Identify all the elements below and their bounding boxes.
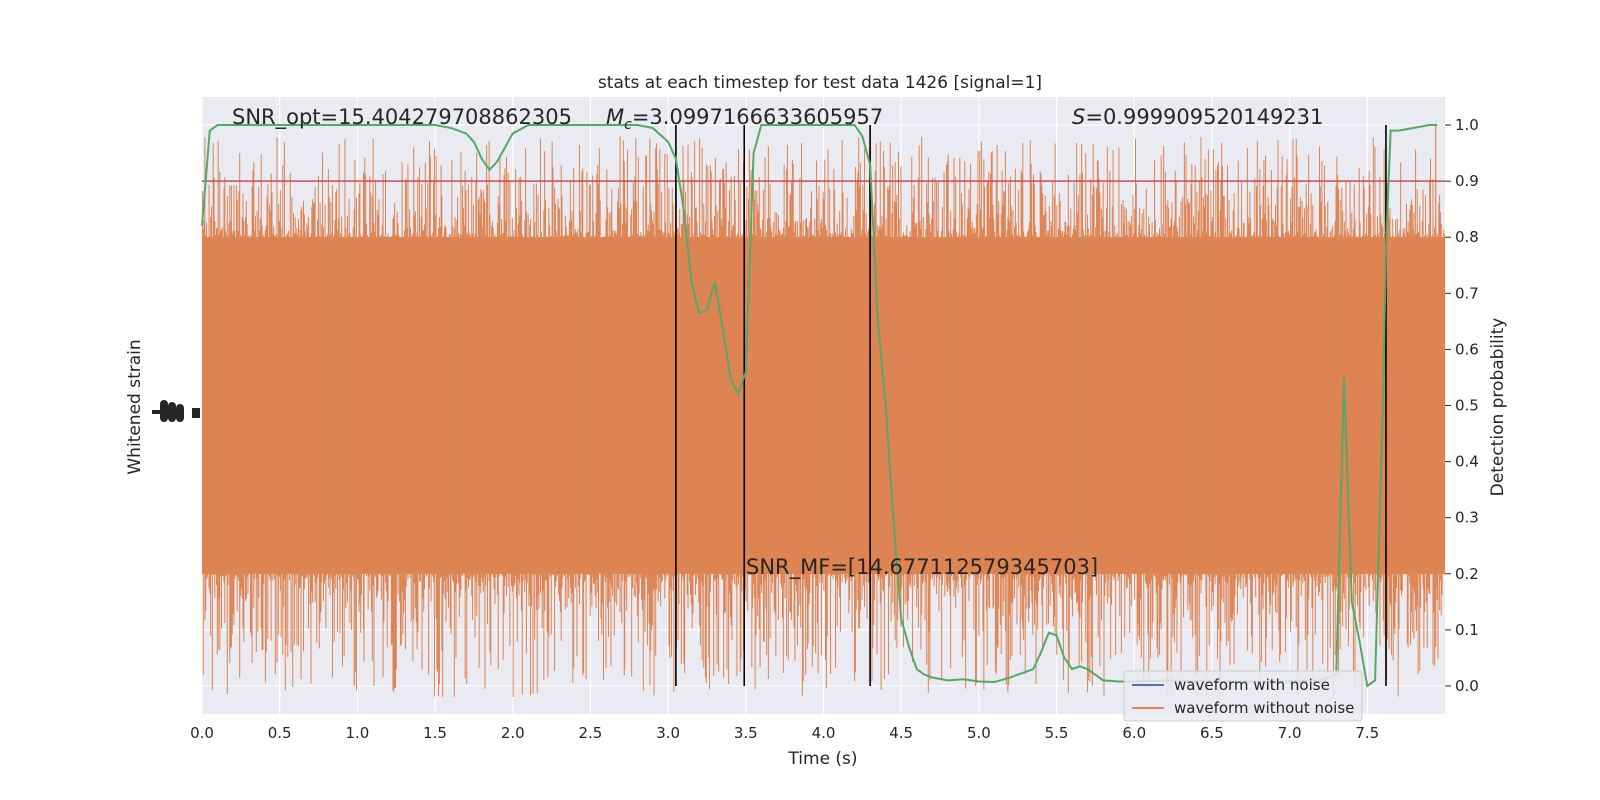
- x-tick-label: 5.0: [967, 724, 991, 742]
- legend-label-noise: waveform with noise: [1174, 676, 1330, 694]
- y-axis-right-label: Detection probability: [1488, 318, 1508, 497]
- y-tick-label: 1.0: [1455, 116, 1479, 134]
- x-tick-label: 4.5: [889, 724, 913, 742]
- x-tick-label: 2.0: [501, 724, 525, 742]
- y-tick-label: 0.9: [1455, 172, 1479, 190]
- x-tick-label: 1.0: [345, 724, 369, 742]
- y-tick-label: 0.7: [1455, 284, 1479, 302]
- left-axis-overlapping-ticks: [152, 400, 200, 422]
- spin-annotation: S=0.999909520149231: [1072, 105, 1323, 129]
- legend-label-clean: waveform without noise: [1174, 699, 1354, 717]
- x-axis-ticks: 0.0 0.5 1.0 1.5 2.0 2.5 3.0 3.5 4.0 4.5 5.0 5.5 6.0 6…: [190, 724, 1379, 742]
- x-tick-label: 3.5: [734, 724, 758, 742]
- chirp-mass-annotation: Mc=3.0997166633605957: [606, 105, 883, 133]
- x-tick-label: 7.0: [1278, 724, 1302, 742]
- x-tick-label: 4.0: [812, 724, 836, 742]
- y-tick-label: 0.2: [1455, 565, 1479, 583]
- y-tick-label: 0.1: [1455, 621, 1479, 639]
- chart-title: stats at each timestep for test data 142…: [598, 73, 1042, 93]
- x-tick-label: 6.0: [1122, 724, 1146, 742]
- waveform-without-noise-series: [201, 125, 1446, 697]
- x-tick-label: 0.0: [190, 724, 214, 742]
- snr-mf-annotation: SNR_MF=[14.677112579345703]: [746, 555, 1098, 580]
- x-tick-label: 7.5: [1355, 724, 1379, 742]
- y-tick-label: 0.6: [1455, 340, 1479, 358]
- y-tick-label: 0.4: [1455, 453, 1479, 471]
- y-axis-left-label: Whitened strain: [125, 339, 145, 474]
- y-tick-label: 0.3: [1455, 509, 1479, 527]
- x-tick-label: 0.5: [268, 724, 292, 742]
- x-tick-label: 5.5: [1045, 724, 1069, 742]
- y-tick-label: 0.5: [1455, 397, 1479, 415]
- x-tick-label: 2.5: [579, 724, 603, 742]
- y-axis-right-ticks: 0.0 0.1 0.2 0.3 0.4 0.5 0.6 0.7 0.8 0.9 1.0: [1445, 116, 1479, 695]
- y-tick-label: 0.8: [1455, 228, 1479, 246]
- x-tick-label: 6.5: [1200, 724, 1224, 742]
- x-tick-label: 3.0: [656, 724, 680, 742]
- y-tick-label: 0.0: [1455, 677, 1479, 695]
- legend: waveform with noise waveform without noi…: [1123, 670, 1363, 722]
- snr-opt-annotation: SNR_opt=15.404279708862305: [232, 105, 572, 130]
- x-tick-label: 1.5: [423, 724, 447, 742]
- x-axis-label: Time (s): [787, 749, 857, 769]
- vertical-markers: [675, 125, 1387, 686]
